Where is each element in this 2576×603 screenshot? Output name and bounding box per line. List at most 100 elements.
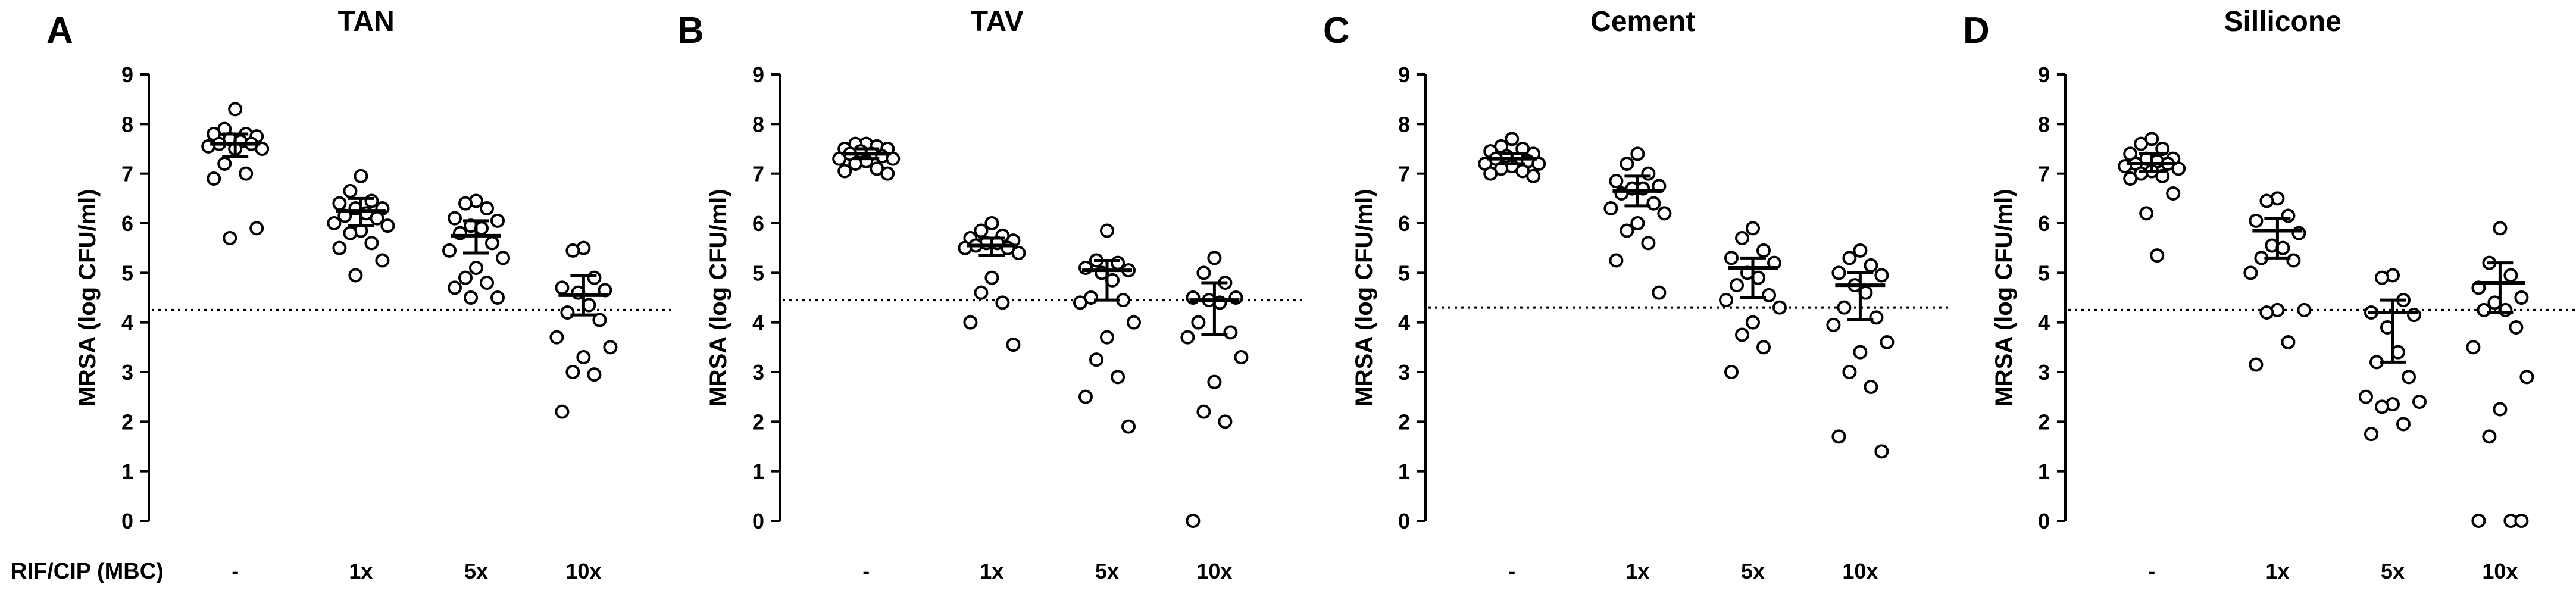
data-point bbox=[592, 313, 607, 327]
data-point bbox=[2477, 302, 2491, 317]
data-point bbox=[2375, 399, 2389, 414]
data-point bbox=[2364, 427, 2378, 442]
data-point bbox=[565, 365, 580, 379]
data-point bbox=[490, 290, 505, 305]
data-point bbox=[1730, 278, 1744, 293]
data-point bbox=[1756, 340, 1771, 355]
data-point bbox=[464, 290, 478, 305]
data-point bbox=[2171, 161, 2186, 176]
data-point bbox=[480, 276, 494, 290]
data-point bbox=[1831, 265, 1846, 280]
y-tick-label: 7 bbox=[121, 162, 133, 186]
chart-panel-B: B TAV 0 1 2 3 4 5 6 7 8 9 MRSA (log CFU/ml) - 1x 5x 10x bbox=[677, 6, 1303, 583]
x-tick-label: 1x bbox=[980, 559, 1003, 583]
data-point bbox=[375, 253, 390, 268]
data-point bbox=[2402, 370, 2416, 385]
data-point bbox=[448, 211, 462, 226]
data-point bbox=[1864, 380, 1878, 394]
data-point bbox=[2493, 221, 2508, 236]
data-point bbox=[1646, 196, 1661, 211]
data-point bbox=[984, 216, 999, 230]
x-tick-label: 10x bbox=[1842, 559, 1878, 583]
data-point bbox=[1874, 268, 1889, 283]
data-point bbox=[207, 171, 221, 186]
data-point bbox=[832, 151, 847, 166]
data-point bbox=[2509, 320, 2524, 335]
data-point bbox=[1630, 146, 1645, 161]
data-point bbox=[1630, 216, 1645, 230]
data-point bbox=[2286, 253, 2301, 268]
data-point bbox=[370, 211, 384, 226]
data-point bbox=[1874, 444, 1889, 459]
data-point bbox=[1772, 300, 1787, 315]
data-point bbox=[496, 251, 510, 265]
data-point bbox=[2139, 206, 2154, 221]
chart-title: Sillicone bbox=[2224, 6, 2341, 38]
data-point bbox=[984, 270, 999, 285]
data-point bbox=[2259, 193, 2274, 208]
y-tick-label: 2 bbox=[752, 410, 764, 434]
data-point bbox=[1196, 265, 1211, 280]
data-point bbox=[1735, 327, 1749, 342]
data-point bbox=[1880, 335, 1895, 349]
row-label: RIF/CIP (MBC) bbox=[11, 559, 164, 584]
y-axis-label: MRSA (log CFU/ml) bbox=[1991, 189, 2017, 406]
data-point bbox=[1762, 288, 1776, 302]
x-tick-label: 5x bbox=[2381, 559, 2405, 583]
data-point bbox=[2281, 208, 2296, 223]
x-tick-label: 1x bbox=[1625, 559, 1649, 583]
data-point bbox=[2150, 248, 2165, 263]
data-point bbox=[1724, 251, 1739, 265]
y-tick-label: 8 bbox=[121, 112, 133, 136]
data-point bbox=[1853, 345, 1868, 360]
data-point bbox=[1641, 236, 1656, 251]
data-point bbox=[1078, 389, 1093, 404]
data-point bbox=[343, 226, 358, 240]
x-tick-label: 5x bbox=[1095, 559, 1119, 583]
y-tick-label: 9 bbox=[2038, 63, 2050, 87]
y-tick-label: 6 bbox=[752, 211, 764, 236]
data-point bbox=[565, 243, 580, 258]
data-point bbox=[974, 223, 989, 238]
y-tick-label: 2 bbox=[121, 410, 133, 434]
chart-panel-C: C Cement 0 1 2 3 4 5 6 7 8 9 MRSA (log CFU/ml) - 1x 5x 1… bbox=[1323, 6, 1949, 583]
data-point bbox=[1746, 315, 1760, 330]
data-point bbox=[2519, 370, 2534, 385]
data-point bbox=[364, 193, 379, 208]
data-point bbox=[1073, 295, 1087, 310]
data-point bbox=[458, 196, 473, 211]
y-tick-label: 3 bbox=[1398, 360, 1410, 385]
data-point bbox=[1531, 157, 1546, 171]
y-tick-label: 3 bbox=[2038, 360, 2050, 385]
x-tick-label: 1x bbox=[2265, 559, 2289, 583]
y-tick-label: 4 bbox=[1398, 311, 1410, 335]
chart-title: TAN bbox=[338, 6, 395, 38]
x-tick-label: 10x bbox=[565, 559, 601, 583]
data-point bbox=[555, 280, 570, 295]
data-point bbox=[348, 268, 363, 283]
y-tick-label: 2 bbox=[1398, 410, 1410, 434]
x-tick-label: - bbox=[862, 559, 870, 583]
data-point bbox=[1842, 251, 1857, 265]
x-tick-label: 10x bbox=[1196, 559, 1232, 583]
data-point bbox=[974, 285, 989, 300]
data-point bbox=[1223, 325, 1238, 340]
y-tick-label: 7 bbox=[1398, 162, 1410, 186]
data-point bbox=[2259, 305, 2274, 320]
data-point bbox=[995, 295, 1010, 310]
data-point bbox=[886, 151, 901, 166]
y-tick-label: 3 bbox=[121, 360, 133, 385]
data-point bbox=[1191, 315, 1206, 330]
y-tick-label: 2 bbox=[2038, 410, 2050, 434]
data-point bbox=[1207, 251, 1222, 265]
data-point bbox=[837, 164, 852, 179]
y-tick-label: 8 bbox=[752, 112, 764, 136]
data-point bbox=[442, 243, 457, 258]
data-point bbox=[2249, 357, 2264, 372]
y-tick-label: 3 bbox=[752, 360, 764, 385]
y-tick-label: 1 bbox=[752, 460, 764, 484]
y-tick-label: 9 bbox=[752, 63, 764, 87]
y-tick-label: 6 bbox=[2038, 211, 2050, 236]
data-point bbox=[217, 157, 232, 171]
